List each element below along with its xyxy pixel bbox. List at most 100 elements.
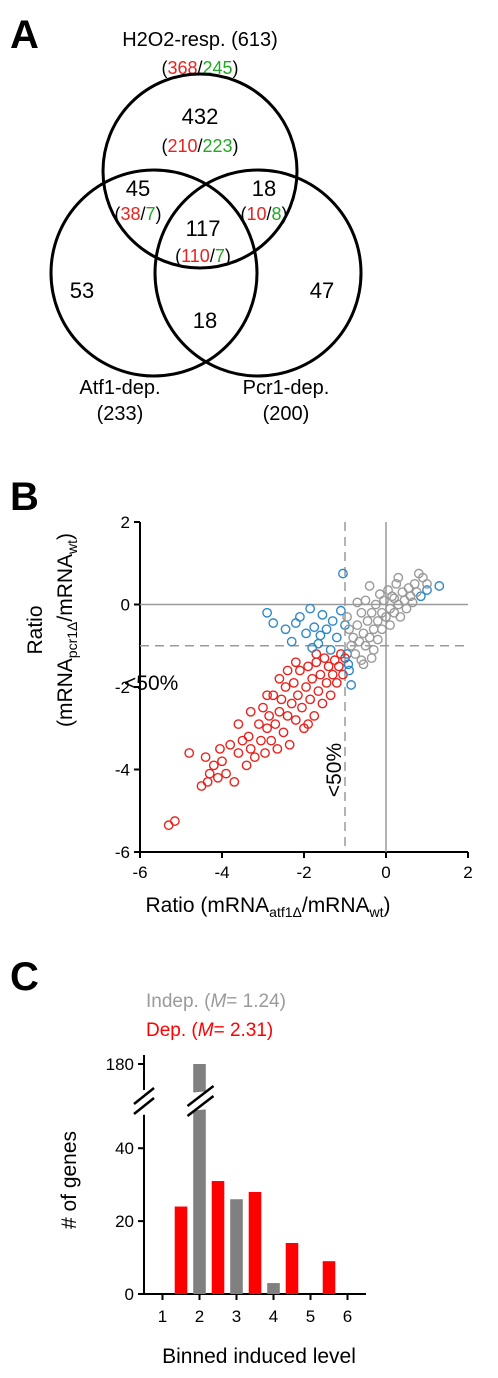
scatter-point-grey [374,589,385,600]
scatter-point-red [290,715,301,725]
scatter-point-red [262,690,272,701]
scatter-point-grey [422,578,432,589]
scatter-ylabel-line2: (mRNApcr1Δ/mRNAwt) [54,533,80,727]
scatter-point-grey [360,595,371,606]
venn-region-all-three-count: 117 [185,216,220,241]
scatter-point-red [301,682,311,692]
venn-region-h2o2-pcr1-split: (10/8) [240,204,287,224]
scatter-point-blue [338,568,348,579]
scatter-point-red [221,768,232,779]
scatter-xlabel-part2: /mRNA [302,894,370,917]
scatter-point-red [215,743,225,754]
scatter-ylabel-line1: Ratio [24,605,47,654]
bar-x-tick-label: 4 [269,1307,278,1326]
scatter-point-grey [407,597,418,608]
scatter-point-grey [356,607,367,618]
bar-break-slash [133,1087,155,1105]
scatter-x-tick-label: 2 [463,863,472,882]
scatter-point-blue [307,642,318,653]
scatter-xlabel-part1: Ratio (mRNA [145,894,269,917]
scatter-point-blue [262,607,272,618]
scatter-point-red [202,776,213,787]
scatter-point-blue [280,624,291,635]
venn-h2o2-atf1-green: 7 [146,204,156,224]
scatter-xlabel-sub2: wt [369,904,384,920]
scatter-point-red [256,735,266,746]
venn-pcr1-title: Pcr1-dep. [243,377,330,399]
scatter-point-blue [317,609,328,620]
venn-region-h2o2-atf1-count: 45 [126,176,150,201]
scatter-point-blue [434,581,445,591]
scatter-point-red [303,661,313,672]
bar-break-slash [186,1095,215,1117]
scatter-point-grey [364,581,375,591]
scatter-point-blue [294,611,305,622]
scatter-point-red [294,665,305,676]
bar-legend-indep: Indep. (M= 1.24) [146,991,286,1012]
scatter-point-grey [391,578,402,589]
scatter-point-blue [309,622,320,633]
scatter-xlabel-part3: ) [384,894,391,917]
venn-circle-h2o2 [101,72,299,270]
scatter-reference-lines [140,522,468,852]
scatter-point-grey [381,611,391,622]
scatter-point-red [331,677,342,688]
venn-h2o2-split: (368/245) [161,58,238,78]
scatter-point-red [245,743,256,754]
venn-h2o2-red: 368 [167,58,197,78]
scatter-point-red [184,748,195,758]
scatter-point-grey [342,611,352,622]
scatter-point-grey [344,624,354,635]
scatter-point-grey [370,599,381,610]
scatter-point-grey [376,624,387,635]
scatter-point-grey [409,578,420,589]
scatter-point-red [270,719,281,730]
scatter-point-grey [358,659,369,670]
scatter-point-blue [335,605,346,616]
scatter-point-grey [354,636,365,647]
scatter-point-blue [343,659,354,670]
scatter-point-red [245,706,256,717]
scatter-ylabel-part3: ) [54,533,77,540]
scatter-xlabel: Ratio (mRNAatf1Δ/mRNAwt) [145,894,390,920]
panel-letter-a: A [10,13,39,57]
scatter-point-blue [305,603,316,614]
venn-h2o2-only-green: 223 [203,136,233,156]
scatter-point-red [290,657,301,668]
scatter-point-red [200,752,211,763]
bar-y-tick-label: 180 [106,1055,134,1074]
venn-h2o2-green: 245 [203,58,233,78]
scatter-point-grey [368,624,379,635]
venn-region-h2o2-pcr1-count: 18 [252,176,276,201]
scatter-point-red [274,673,285,684]
scatter-point-red [297,702,307,713]
scatter-point-red [292,690,303,701]
scatter-point-red [333,661,344,672]
scatter-point-red [327,669,338,680]
scatter-point-red [258,702,268,713]
scatter-point-blue [344,665,354,676]
scatter-point-blue [301,628,311,639]
scatter-point-red [303,719,313,730]
scatter-point-red [311,657,322,668]
scatter-point-red [243,731,254,742]
scatter-point-grey [403,583,414,593]
scatter-point-red [253,719,264,730]
scatter-y-tick-label: -6 [115,843,130,862]
scatter-point-grey [352,620,363,631]
scatter-xlabel-sub1: atf1Δ [269,904,302,920]
scatter-point-grey [372,634,383,645]
scatter-point-red [288,677,299,688]
scatter-point-red [264,710,275,721]
bar-legend-dep-m: M [198,1020,214,1041]
scatter-point-red [196,781,207,791]
scatter-point-red [280,682,291,692]
panel-b: B Ratio (mRNApcr1Δ/mRNAwt) -6 -4 -2 0 220-2-… [10,475,473,920]
scatter-annotation-horizontal: <50% [124,672,178,695]
scatter-point-grey [350,649,361,659]
scatter-axes: -6 -4 -2 0 2 2 0 -2 -4 -6 [115,513,473,882]
scatter-point-grey [411,587,422,598]
scatter-point-red [272,743,283,754]
scatter-point-grey [399,595,410,606]
scatter-point-grey [362,616,373,626]
